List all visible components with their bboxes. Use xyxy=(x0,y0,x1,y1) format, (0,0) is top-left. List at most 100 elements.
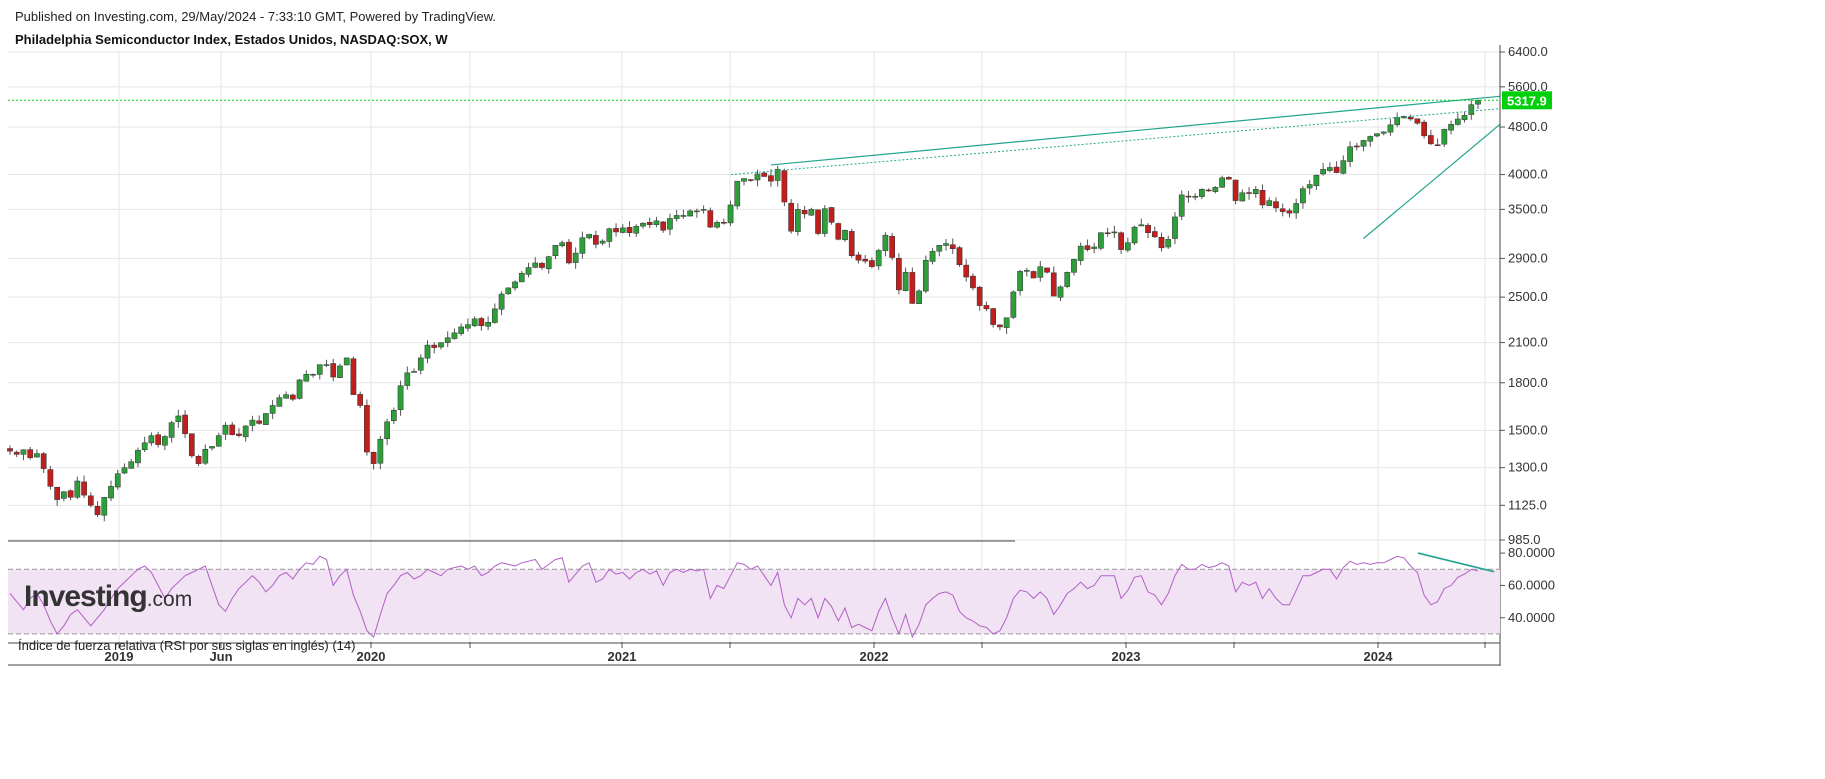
candle xyxy=(188,433,195,457)
candle xyxy=(990,308,997,325)
candle xyxy=(337,365,343,378)
candle xyxy=(209,446,215,449)
candle xyxy=(828,207,835,223)
candle xyxy=(660,221,667,231)
candle xyxy=(350,358,357,395)
candle xyxy=(788,202,794,232)
candle xyxy=(700,209,707,211)
candle xyxy=(108,486,114,499)
candle xyxy=(1273,201,1279,209)
candle xyxy=(451,332,458,339)
candle xyxy=(781,170,788,203)
candle xyxy=(81,481,87,496)
candle xyxy=(1205,189,1212,192)
candle xyxy=(390,410,397,422)
x-tick-label: 2024 xyxy=(1364,649,1394,664)
candle xyxy=(646,222,653,225)
candle xyxy=(552,245,559,256)
candle xyxy=(586,234,592,239)
candle xyxy=(694,210,700,213)
candle xyxy=(34,453,40,458)
candle xyxy=(215,435,222,447)
resistance-trendline xyxy=(770,95,1501,166)
candle xyxy=(438,342,444,348)
candle xyxy=(370,452,377,464)
candle xyxy=(626,227,633,233)
candle xyxy=(1347,146,1353,162)
published-note: Published on Investing.com, 29/May/2024 … xyxy=(15,9,497,24)
candle xyxy=(1434,144,1441,147)
candle xyxy=(1030,271,1037,279)
candle xyxy=(1394,117,1401,126)
candle xyxy=(613,228,619,233)
candle xyxy=(734,180,741,207)
candle xyxy=(1414,118,1421,124)
candle xyxy=(896,257,902,291)
candle xyxy=(498,293,505,310)
candle xyxy=(316,364,323,375)
resistance-trendline-dotted xyxy=(730,108,1501,176)
y-tick-label: 1800.0 xyxy=(1508,375,1548,390)
candle xyxy=(916,290,922,304)
candle xyxy=(1387,124,1394,133)
candle xyxy=(1165,239,1172,248)
candle xyxy=(687,210,693,217)
x-tick-label: 2023 xyxy=(1112,649,1141,664)
candle xyxy=(667,218,673,230)
support-trendline xyxy=(1363,123,1501,239)
candle xyxy=(7,448,13,452)
candle xyxy=(518,272,525,283)
rsi-band xyxy=(8,569,1500,634)
candle xyxy=(1212,187,1219,192)
rsi-tick-label: 80.0000 xyxy=(1508,545,1555,560)
candle xyxy=(1199,189,1205,197)
candle xyxy=(815,209,821,234)
candle xyxy=(1050,272,1057,297)
candle xyxy=(1219,177,1225,188)
candle xyxy=(40,453,47,469)
candle xyxy=(754,173,761,181)
candle xyxy=(256,420,263,424)
candle xyxy=(121,467,128,474)
candle xyxy=(593,235,599,245)
candle xyxy=(1259,189,1266,206)
candle xyxy=(821,208,828,234)
candle xyxy=(842,230,848,241)
candle xyxy=(1124,242,1131,251)
candle xyxy=(1327,167,1333,171)
candle xyxy=(680,215,687,217)
candle xyxy=(956,247,963,266)
y-tick-label: 2900.0 xyxy=(1508,250,1548,265)
candle xyxy=(1192,196,1199,198)
candle xyxy=(471,318,478,327)
candle xyxy=(135,449,141,464)
candle xyxy=(310,373,316,376)
candle xyxy=(1017,271,1023,292)
candle xyxy=(1353,145,1360,148)
candle xyxy=(269,405,276,414)
candle xyxy=(761,172,768,177)
candle xyxy=(1266,200,1273,206)
candle xyxy=(1037,266,1044,278)
candle xyxy=(545,256,552,270)
candle xyxy=(1010,291,1017,318)
candle xyxy=(283,394,289,399)
x-tick-label: 2019 xyxy=(105,649,134,664)
candle xyxy=(323,364,330,366)
candle xyxy=(458,326,465,334)
candle xyxy=(128,461,135,469)
y-tick-label: 4000.0 xyxy=(1508,167,1548,182)
candle xyxy=(444,337,451,343)
trendlines: 5317.9 xyxy=(8,91,1552,239)
x-tick-label: Jun xyxy=(209,649,232,664)
candle xyxy=(296,379,303,399)
candle xyxy=(1320,169,1326,175)
candle xyxy=(862,258,869,262)
candle xyxy=(141,442,148,451)
candle xyxy=(1313,174,1320,187)
candle xyxy=(1293,203,1300,214)
y-tick-label: 5600.0 xyxy=(1508,79,1548,94)
rsi-tick-label: 40.0000 xyxy=(1508,610,1555,625)
candle xyxy=(377,438,384,464)
